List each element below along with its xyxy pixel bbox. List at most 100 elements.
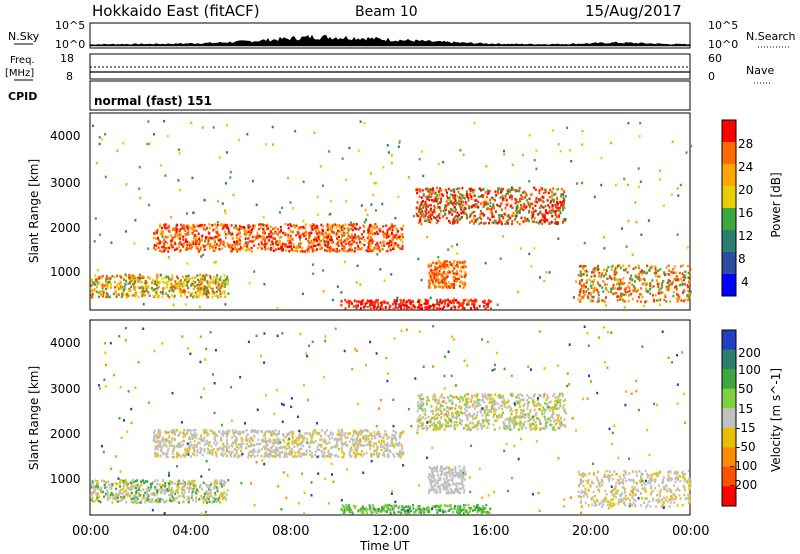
power-echo xyxy=(355,281,358,284)
power-echo xyxy=(548,196,551,199)
power-echo xyxy=(194,291,197,294)
power-echo xyxy=(224,303,227,306)
power-echo xyxy=(482,205,485,208)
power-echo xyxy=(291,238,294,241)
power-echo xyxy=(456,278,458,281)
velocity-echo xyxy=(317,455,320,458)
power-echo xyxy=(452,297,455,300)
velocity-echo xyxy=(240,436,243,440)
velocity-echo xyxy=(226,438,228,442)
power-echo xyxy=(139,278,142,282)
power-echo xyxy=(376,247,379,251)
velocity-echo xyxy=(164,430,167,434)
power-echo xyxy=(165,275,168,278)
power-echo xyxy=(547,211,550,215)
velocity-echo xyxy=(314,430,317,434)
velocity-echo xyxy=(187,495,190,499)
power-echo xyxy=(438,213,441,216)
power-echo xyxy=(264,239,267,243)
power-echo xyxy=(224,282,227,286)
power-echo xyxy=(378,249,381,252)
velocity-echo xyxy=(270,432,272,436)
power-echo xyxy=(368,299,371,303)
noise-left-tick-bottom: 10^0 xyxy=(55,38,85,51)
power-echo xyxy=(428,220,431,223)
velocity-echo xyxy=(182,482,185,485)
velocity-echo xyxy=(556,402,559,405)
velocity-echo xyxy=(290,452,293,455)
velocity-echo xyxy=(149,483,152,486)
power-echo xyxy=(585,281,588,284)
power-echo xyxy=(151,281,154,285)
velocity-echo xyxy=(365,428,368,432)
power-echo xyxy=(330,248,333,251)
power-echo xyxy=(608,275,611,278)
velocity-echo xyxy=(110,491,113,495)
velocity-echo xyxy=(290,431,293,434)
velocity-echo xyxy=(357,446,360,449)
velocity-echo xyxy=(216,489,219,493)
power-echo xyxy=(678,283,681,287)
velocity-echo xyxy=(146,498,149,502)
velocity-echo xyxy=(219,492,222,496)
power-echo xyxy=(185,248,188,251)
power-echo xyxy=(546,219,549,222)
power-echo xyxy=(293,245,295,249)
power-echo xyxy=(238,242,241,245)
velocity-echo xyxy=(129,494,131,497)
power-echo xyxy=(517,290,520,294)
velocity-echo xyxy=(172,499,175,503)
power-echo xyxy=(589,284,592,287)
power-echo xyxy=(539,219,541,223)
power-echo xyxy=(562,206,565,209)
cpid-panel: CPID normal (fast) 151 xyxy=(8,80,691,111)
power-echo xyxy=(452,298,455,302)
power-echo xyxy=(631,283,634,287)
power-echo xyxy=(370,203,373,206)
velocity-echo xyxy=(201,438,204,442)
power-echo xyxy=(369,307,372,311)
power-echo xyxy=(445,260,448,263)
power-echo xyxy=(381,244,384,247)
power-echo xyxy=(220,279,223,282)
velocity-echo xyxy=(492,415,495,419)
velocity-echo xyxy=(211,430,214,433)
velocity-echo xyxy=(206,495,209,498)
velocity-echo xyxy=(214,439,217,442)
power-echo xyxy=(389,233,392,237)
velocity-echo xyxy=(200,438,202,441)
velocity-echo xyxy=(205,428,208,432)
velocity-echo xyxy=(554,396,557,399)
velocity-echo xyxy=(378,440,380,443)
power-echo xyxy=(639,300,642,303)
power-echo xyxy=(497,187,500,190)
power-echo xyxy=(370,239,373,242)
power-echo xyxy=(439,307,442,311)
power-echo xyxy=(252,224,255,227)
power-echo xyxy=(276,307,279,310)
power-echo xyxy=(144,285,147,288)
power-echo xyxy=(329,233,331,237)
velocity-echo xyxy=(176,488,179,492)
velocity-echo xyxy=(309,433,312,436)
power-echo xyxy=(501,188,504,191)
velocity-echo xyxy=(372,445,375,448)
velocity-echo xyxy=(147,494,150,498)
velocity-echo xyxy=(354,430,357,433)
power-echo xyxy=(544,188,547,192)
power-echo xyxy=(398,303,400,306)
power-echo xyxy=(515,189,518,192)
velocity-echo xyxy=(215,479,218,483)
velocity-echo xyxy=(135,501,138,504)
velocity-echo xyxy=(250,455,253,458)
velocity-echo xyxy=(305,450,308,453)
power-echo xyxy=(157,285,160,289)
power-echo xyxy=(208,223,211,226)
velocity-echo xyxy=(363,453,366,456)
power-echo xyxy=(447,271,450,274)
velocity-echo xyxy=(392,453,395,456)
power-echo xyxy=(674,286,676,289)
velocity-echo xyxy=(297,454,300,458)
power-echo xyxy=(374,226,377,230)
velocity-echo xyxy=(164,490,167,493)
